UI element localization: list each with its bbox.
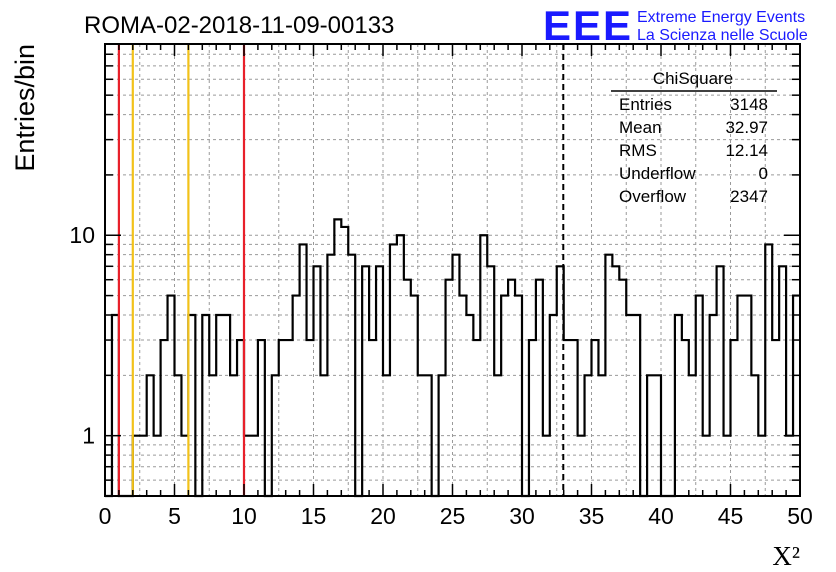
stats-value: 0 xyxy=(759,164,768,183)
histogram-bin xyxy=(459,296,466,496)
histogram-bin xyxy=(543,436,550,496)
histogram-bin xyxy=(334,219,341,496)
histogram-bin xyxy=(341,227,348,496)
x-tick-label: 20 xyxy=(370,503,396,529)
stats-value: 3148 xyxy=(730,95,768,114)
y-tick-label: 10 xyxy=(69,222,95,248)
stats-label: Overflow xyxy=(619,187,687,206)
x-tick-label: 30 xyxy=(509,503,535,529)
histogram-bin xyxy=(724,436,731,496)
histogram-bin xyxy=(251,436,258,496)
x-tick-label: 45 xyxy=(718,503,744,529)
histogram-bin xyxy=(154,436,161,496)
histogram-bin xyxy=(612,266,619,496)
stats-value: 32.97 xyxy=(725,118,768,137)
histogram-bin xyxy=(689,375,696,496)
histogram-bin xyxy=(418,375,425,496)
x-tick-labels: 0 5 10 15 20 25 30 35 40 45 50 xyxy=(99,503,813,529)
grid-lines xyxy=(105,43,800,497)
stats-label: Entries xyxy=(619,95,672,114)
histogram-bin xyxy=(703,436,710,496)
y-axis-label: Entries/bin xyxy=(10,44,40,172)
histogram-bin xyxy=(758,436,765,496)
brand-line-1: Extreme Energy Events xyxy=(637,9,805,26)
histogram-bin xyxy=(209,375,216,496)
histogram-bin xyxy=(230,375,237,496)
stats-label: RMS xyxy=(619,141,657,160)
stats-box: ChiSquare Entries 3148 Mean 32.97 RMS 12.14 Un… xyxy=(611,69,777,206)
eee-logo: EEE xyxy=(543,2,633,49)
x-tick-label: 25 xyxy=(440,503,466,529)
x-tick-label: 0 xyxy=(99,503,112,529)
histogram-bin xyxy=(626,315,633,496)
y-tick-labels: 1 10 xyxy=(69,222,95,448)
histogram-bin xyxy=(598,375,605,496)
histogram-bin xyxy=(404,280,411,496)
histogram-bin xyxy=(578,436,585,496)
histogram-bin xyxy=(508,280,515,496)
x-tick-label: 50 xyxy=(787,503,813,529)
histogram-bin xyxy=(564,340,571,496)
histogram-bin xyxy=(473,340,480,496)
brand-line-2: La Scienza nelle Scuole xyxy=(637,27,808,44)
x-tick-label: 35 xyxy=(579,503,605,529)
stats-value: 2347 xyxy=(730,187,768,206)
x-tick-label: 10 xyxy=(231,503,257,529)
x-tick-label: 40 xyxy=(648,503,674,529)
reference-lines xyxy=(117,44,565,496)
histogram-outline xyxy=(105,218,800,498)
chart-title: ROMA-02-2018-11-09-00133 xyxy=(84,12,394,39)
histogram-bin xyxy=(466,315,473,496)
histogram-bin xyxy=(140,436,147,496)
y-tick-label: 1 xyxy=(82,423,95,449)
stats-label: Mean xyxy=(619,118,662,137)
x-tick-label: 5 xyxy=(168,503,181,529)
histogram-bin xyxy=(772,340,779,496)
histogram-bin xyxy=(369,340,376,496)
histogram-bin xyxy=(286,340,293,496)
x-tick-label: 15 xyxy=(301,503,327,529)
histogram-bin xyxy=(383,375,390,496)
histogram-bin xyxy=(494,375,501,496)
histogram-series xyxy=(105,218,800,498)
stats-value: 12.14 xyxy=(725,141,768,160)
histogram-bin xyxy=(307,340,314,496)
x-axis-label: X² xyxy=(772,541,800,571)
stats-title: ChiSquare xyxy=(653,69,733,88)
stats-label: Underflow xyxy=(619,164,696,183)
histogram-bin xyxy=(320,375,327,496)
axis-ticks xyxy=(104,43,801,497)
